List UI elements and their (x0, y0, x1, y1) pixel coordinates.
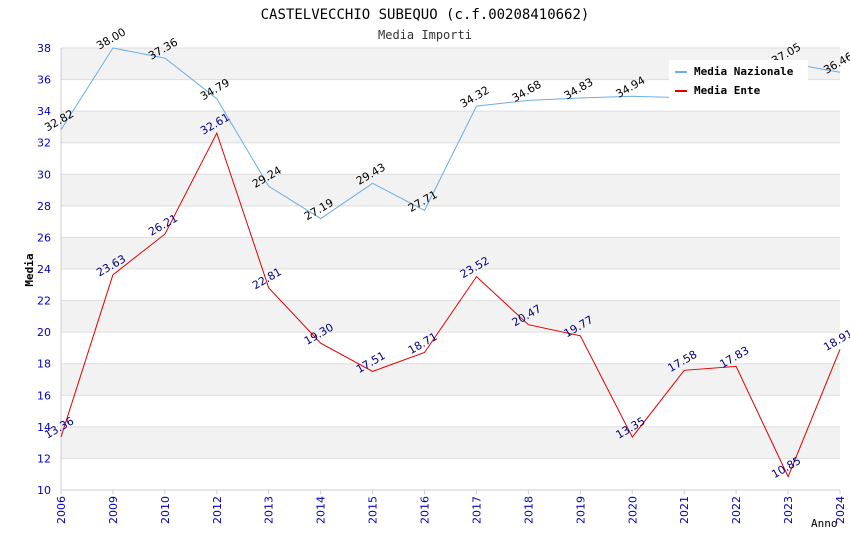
data-label: 26.21 (146, 212, 180, 239)
plot-bands (61, 48, 840, 459)
plot-band (61, 363, 840, 396)
y-tick-label: 22 (37, 295, 51, 308)
chart-subtitle: Media Importi (378, 28, 472, 42)
x-tick-label: 2019 (574, 496, 587, 524)
legend-label-ente: Media Ente (694, 84, 761, 97)
y-tick-label: 18 (37, 358, 51, 371)
legend: Media Nazionale Media Ente (669, 60, 808, 102)
x-tick-label: 2010 (159, 496, 172, 524)
plot-band (61, 426, 840, 459)
legend-label-nazionale: Media Nazionale (694, 65, 794, 78)
y-tick-label: 24 (37, 263, 51, 276)
y-tick-label: 36 (37, 74, 51, 87)
y-tick-label: 30 (37, 168, 51, 181)
series-line-ente (60, 131, 841, 478)
legend-box (669, 60, 808, 102)
plot-band (61, 237, 840, 269)
x-tick-label: 2017 (470, 496, 483, 524)
x-tick-label: 2023 (782, 496, 795, 524)
y-tick-label: 12 (37, 452, 51, 465)
plot-band (61, 300, 840, 333)
data-label: 34.32 (458, 84, 492, 111)
x-tick-label: 2014 (315, 496, 328, 524)
y-tick-label: 34 (37, 105, 51, 118)
y-axis-label: Media (23, 253, 36, 286)
y-tick-label: 26 (37, 231, 51, 244)
x-tick-label: 2012 (211, 496, 224, 524)
y-tick-label: 32 (37, 137, 51, 150)
y-tick-label: 16 (37, 389, 51, 402)
y-tick-label: 38 (37, 42, 51, 55)
plot-band (61, 174, 840, 206)
y-tick-label: 28 (37, 200, 51, 213)
axes (60, 48, 841, 494)
x-tick-label: 2021 (678, 496, 691, 524)
x-tick-label: 2024 (834, 496, 847, 524)
y-tick-label: 14 (37, 421, 51, 434)
x-tick-label: 2022 (730, 496, 743, 524)
x-tick-label: 2009 (107, 496, 120, 524)
y-tick-label: 20 (37, 326, 51, 339)
x-tick-label: 2013 (263, 496, 276, 524)
x-tick-label: 2016 (419, 496, 432, 524)
chart-title: CASTELVECCHIO SUBEQUO (c.f.00208410662) (261, 7, 590, 23)
x-tick-label: 2020 (626, 496, 639, 524)
x-tick-label: 2018 (522, 496, 535, 524)
x-tick-label: 2006 (55, 496, 68, 524)
data-label: 34.79 (198, 76, 232, 103)
x-tick-label: 2015 (367, 496, 380, 524)
y-tick-label: 10 (37, 484, 51, 497)
gridlines (61, 47, 840, 491)
plot-band (61, 111, 840, 143)
x-axis-label: Anno (811, 517, 838, 530)
